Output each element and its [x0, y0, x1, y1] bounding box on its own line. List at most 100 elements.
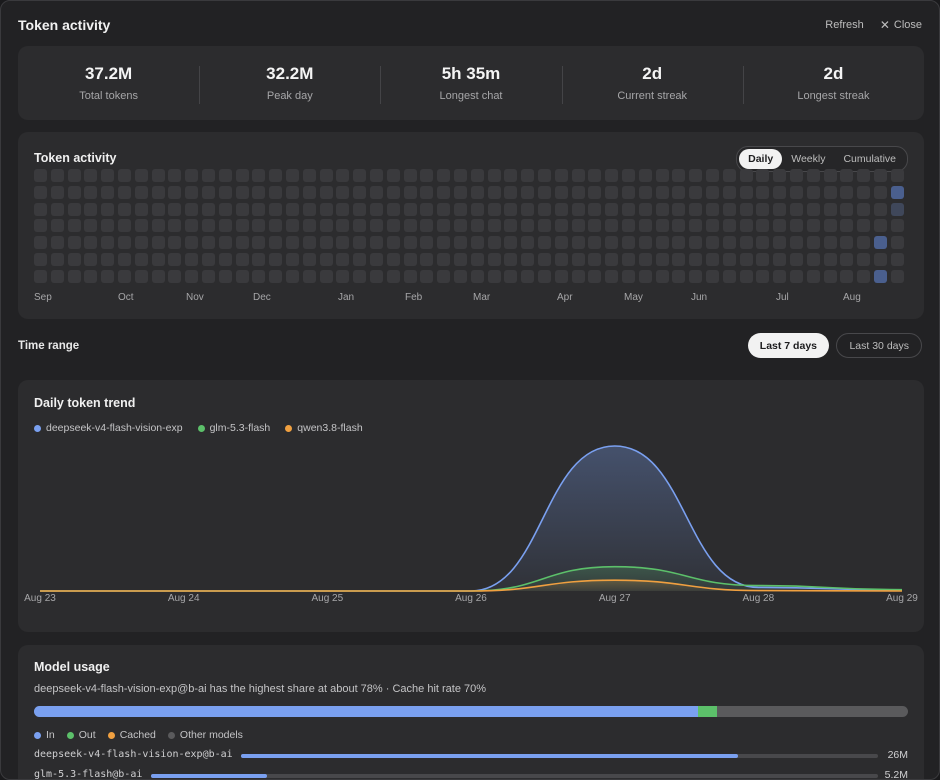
heatmap-cell: [386, 185, 400, 199]
heatmap-cell: [403, 169, 417, 182]
heatmap-cell: [252, 269, 266, 283]
heatmap-cell: [874, 269, 887, 283]
heatmap-cell: [672, 236, 686, 250]
refresh-button[interactable]: Refresh: [825, 19, 864, 31]
x-tick-label: Aug 28: [742, 593, 774, 604]
heatmap-cell: [437, 269, 451, 283]
heatmap-cell: [773, 219, 787, 233]
stat-label: Longest chat: [439, 90, 503, 102]
heatmap-cell: [437, 169, 451, 182]
view-cumulative-option[interactable]: Cumulative: [843, 153, 896, 165]
heatmap-cell: [823, 202, 837, 216]
heatmap-cell: [622, 269, 635, 283]
heatmap-cell: [722, 236, 736, 250]
heatmap-cell: [538, 169, 551, 182]
heatmap-cell: [857, 185, 871, 199]
stat-label: Current streak: [617, 90, 688, 102]
heatmap-cell: [470, 269, 484, 283]
heatmap-cell: [554, 202, 568, 216]
heatmap-cell: [722, 269, 736, 283]
heatmap-cell: [437, 236, 451, 250]
view-daily-option[interactable]: Daily: [739, 149, 783, 169]
heatmap-cell: [588, 202, 602, 216]
heatmap-cell: [773, 236, 787, 250]
heatmap-cell: [470, 185, 484, 199]
close-button[interactable]: ✕ Close: [880, 19, 922, 31]
heatmap-cell: [286, 202, 299, 216]
range-last-7-days-button[interactable]: Last 7 days: [747, 333, 829, 358]
heatmap-cell: [218, 185, 232, 199]
heatmap-cell: [840, 269, 854, 283]
heatmap-cell: [269, 269, 283, 283]
legend-label: Cached: [119, 729, 156, 741]
heatmap-cell: [773, 185, 787, 199]
activity-title: Token activity: [34, 151, 117, 165]
chart-title: Daily token trend: [34, 396, 136, 410]
heatmap-cell: [571, 219, 585, 233]
heatmap-cell: [319, 185, 333, 199]
heatmap-cell: [823, 185, 837, 199]
heatmap-cell: [739, 219, 753, 233]
heatmap-cell: [487, 236, 501, 250]
heatmap-cell: [470, 169, 484, 182]
heatmap-cell: [857, 253, 871, 266]
heatmap-cell: [790, 185, 803, 199]
heatmap-cell: [168, 253, 182, 266]
heatmap-cell: [286, 185, 299, 199]
model-row: deepseek-v4-flash-vision-exp@b-ai 26M: [34, 749, 908, 763]
heatmap-cell: [672, 253, 686, 266]
heatmap-cell: [151, 219, 165, 233]
heatmap-cell: [689, 185, 703, 199]
model-row: glm-5.3-flash@b-ai 5.2M: [34, 769, 908, 779]
heatmap-cell: [554, 269, 568, 283]
heatmap-cell: [538, 185, 551, 199]
heatmap-cell: [168, 202, 182, 216]
legend-item: qwen3.8-flash: [285, 422, 363, 434]
heatmap-cell: [538, 253, 551, 266]
legend-swatch: [197, 424, 205, 432]
model-name: deepseek-v4-flash-vision-exp@b-ai: [34, 749, 233, 760]
heatmap-cell: [302, 202, 316, 216]
heatmap-cell: [84, 169, 98, 182]
x-tick-label: Aug 29: [886, 593, 918, 604]
heatmap-cell: [437, 202, 451, 216]
heatmap-cell: [605, 185, 619, 199]
view-weekly-option[interactable]: Weekly: [791, 153, 826, 165]
heatmap-cell: [34, 253, 47, 266]
heatmap-cell: [857, 202, 871, 216]
heatmap-cell: [202, 169, 215, 182]
legend-label: In: [46, 729, 55, 741]
range-last-30-days-button[interactable]: Last 30 days: [836, 333, 922, 358]
heatmap-cell: [67, 202, 81, 216]
heatmap-cell: [168, 219, 182, 233]
trend-card: Daily token trend deepseek-v4-flash-visi…: [18, 380, 924, 632]
heatmap-cell: [336, 269, 350, 283]
heatmap-cell: [470, 202, 484, 216]
heatmap-cell: [756, 269, 770, 283]
heatmap-cell: [420, 185, 434, 199]
chart-legend: deepseek-v4-flash-vision-exp glm-5.3-fla…: [34, 422, 363, 434]
heatmap-cell: [134, 253, 148, 266]
heatmap-cell: [235, 169, 249, 182]
heatmap-cell: [521, 253, 535, 266]
heatmap-cell: [756, 202, 770, 216]
legend-swatch: [66, 731, 74, 739]
heatmap-cell: [739, 185, 753, 199]
heatmap-cell: [521, 185, 535, 199]
heatmap-cell: [370, 202, 383, 216]
heatmap-cell: [622, 219, 635, 233]
heatmap-cell: [269, 236, 283, 250]
heatmap-cell: [302, 169, 316, 182]
heatmap-cell: [302, 185, 316, 199]
heatmap-cell: [286, 236, 299, 250]
heatmap-cell: [134, 219, 148, 233]
heatmap-cell: [202, 253, 215, 266]
heatmap-cell: [605, 253, 619, 266]
heatmap-cell: [790, 169, 803, 182]
heatmap-cell: [269, 219, 283, 233]
heatmap-cell: [168, 169, 182, 182]
heatmap-cell: [84, 202, 98, 216]
x-tick-label: Aug 23: [24, 593, 56, 604]
heatmap-cell: [554, 236, 568, 250]
heatmap-cell: [857, 169, 871, 182]
